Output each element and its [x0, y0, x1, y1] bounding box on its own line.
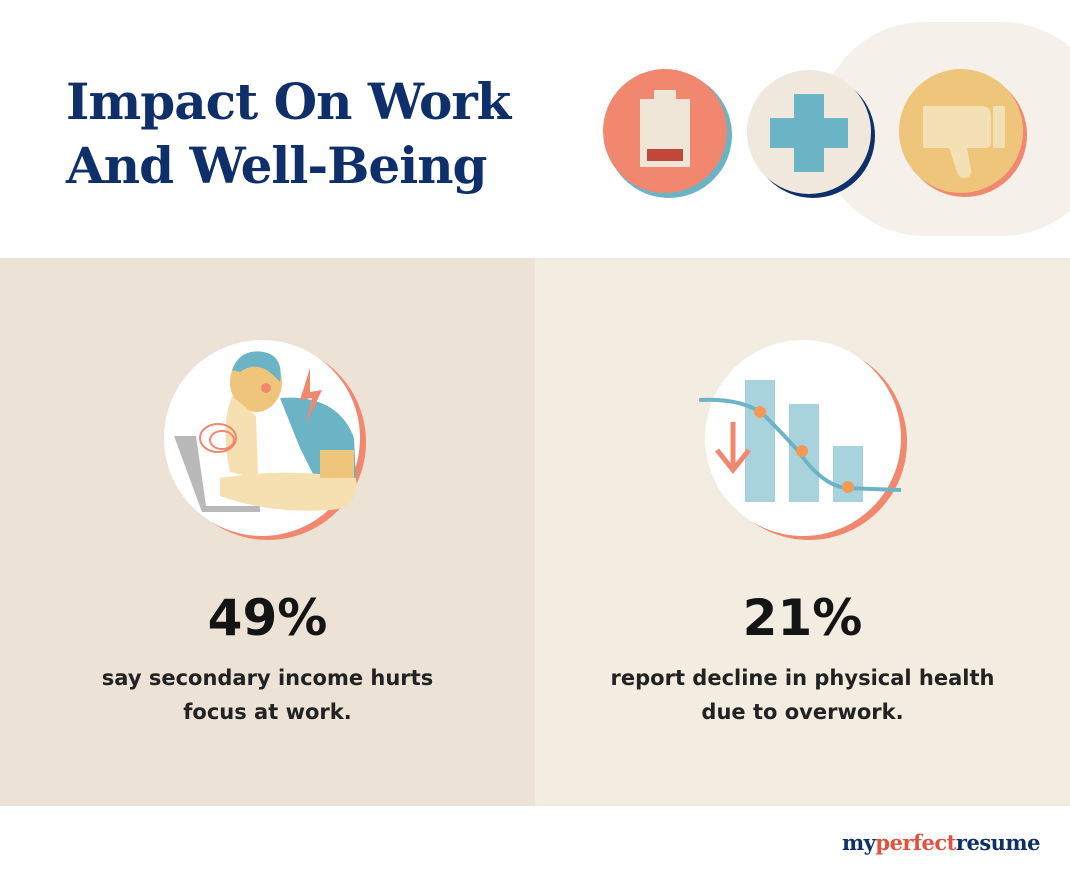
- stat-value: 49%: [207, 589, 328, 647]
- stat-description-line-2: focus at work.: [183, 700, 352, 724]
- stat-description-line-1: report decline in physical health: [610, 666, 995, 690]
- page-title: Impact On Work And Well-Being: [66, 70, 511, 198]
- stat-card-focus: 49% say secondary income hurts focus at …: [0, 258, 535, 806]
- low-battery-icon: [603, 69, 732, 198]
- header: Impact On Work And Well-Being: [0, 0, 1070, 258]
- stat-description: report decline in physical health due to…: [585, 661, 1020, 729]
- thumbs-down-icon: [899, 69, 1027, 197]
- stressed-worker-icon: [164, 340, 366, 540]
- brand-logo-part-my: my: [841, 830, 876, 855]
- stat-description-line-1: say secondary income hurts: [101, 666, 434, 690]
- title-line-2: And Well-Being: [66, 136, 488, 195]
- brand-logo: myperfectresume: [841, 830, 1041, 855]
- declining-chart-icon: [698, 340, 907, 540]
- stat-value: 21%: [742, 589, 863, 647]
- title-line-1: Impact On Work: [66, 72, 511, 131]
- stat-description: say secondary income hurts focus at work…: [50, 661, 485, 729]
- brand-logo-part-resume: resume: [955, 830, 1041, 855]
- medical-cross-icon: [747, 70, 875, 198]
- stat-description-line-2: due to overwork.: [701, 700, 904, 724]
- stat-card-health: 21% report decline in physical health du…: [535, 258, 1070, 806]
- brand-logo-part-perfect: perfect: [875, 830, 956, 855]
